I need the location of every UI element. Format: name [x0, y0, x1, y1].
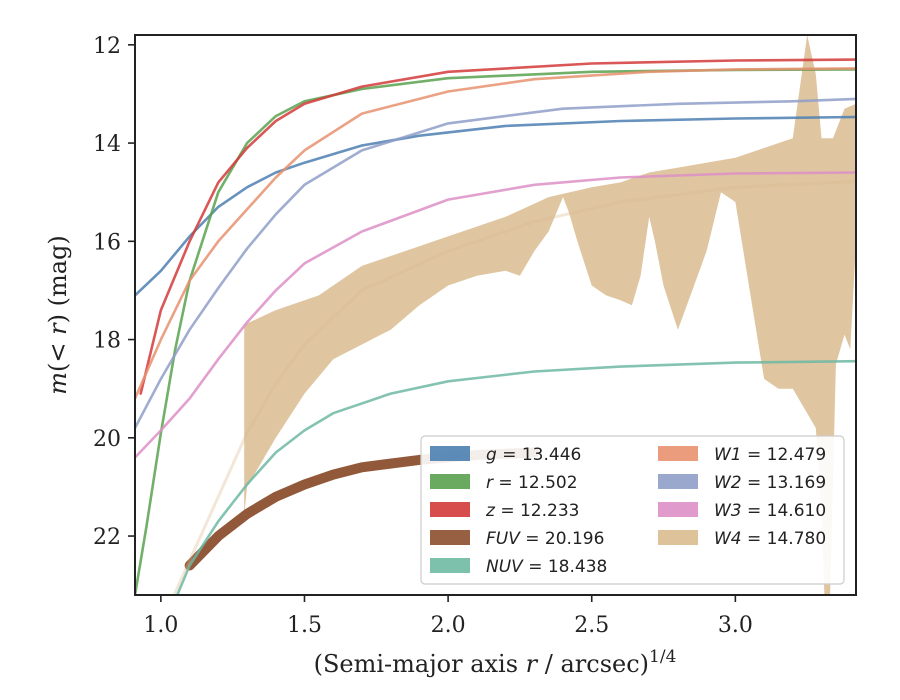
legend-swatch-w4 [658, 530, 698, 545]
y-tick-label: 22 [93, 525, 121, 550]
legend-label-w2: W2 = 13.169 [714, 473, 826, 493]
x-axis-label: (Semi-major axis r / arcsec)1/4 [314, 647, 677, 678]
legend-swatch-r [430, 474, 470, 489]
x-axis: 1.0 1.5 2.0 2.5 3.0 [143, 595, 753, 638]
legend-box [420, 435, 845, 585]
plot-frame [134, 34, 857, 596]
series-line-w3 [135, 171, 856, 459]
series-line-nuv [175, 359, 856, 595]
y-tick-label: 14 [93, 132, 121, 157]
legend-label-fuv: FUV = 20.196 [486, 529, 604, 549]
legend-swatch-z [430, 502, 470, 517]
y-tick-label: 16 [93, 230, 121, 255]
legend-label-nuv: NUV = 18.438 [486, 557, 607, 577]
legend-swatch-w2 [658, 474, 698, 489]
y-axis-label: m(< r) (mag) [44, 235, 72, 395]
y-tick-label: 18 [93, 329, 121, 354]
series-line-w1 [135, 67, 856, 400]
legend-label-r: r = 12.502 [486, 473, 578, 493]
legend-label-w1: W1 = 12.479 [714, 445, 826, 465]
legend: g = 13.446 r = 12.502 z = 12.233 FUV = 20.1… [420, 435, 845, 585]
x-tick-label: 2.0 [431, 613, 466, 638]
series-line-w4 [172, 179, 856, 595]
x-tick-label: 1.0 [143, 613, 178, 638]
x-tick-label: 2.5 [574, 613, 609, 638]
y-axis: 12 14 16 18 20 22 [93, 34, 135, 550]
legend-label-g: g = 13.446 [486, 445, 581, 465]
legend-swatch-fuv [430, 530, 470, 545]
legend-swatch-nuv [430, 558, 470, 573]
x-tick-label: 1.5 [287, 613, 322, 638]
legend-label-z: z = 12.233 [485, 501, 579, 521]
series-line-w2 [135, 97, 856, 430]
legend-swatch-w3 [658, 502, 698, 517]
legend-swatch-g [430, 446, 470, 461]
series-line-r [135, 68, 856, 595]
series-line-g [135, 115, 856, 297]
plot-area [135, 35, 856, 595]
x-tick-label: 3.0 [718, 613, 753, 638]
legend-swatch-w1 [658, 446, 698, 461]
y-tick-label: 20 [93, 427, 121, 452]
series-line-z [139, 58, 856, 395]
y-tick-label: 12 [93, 34, 121, 59]
legend-label-w4: W4 = 14.780 [714, 529, 826, 549]
legend-label-w3: W3 = 14.610 [714, 501, 826, 521]
